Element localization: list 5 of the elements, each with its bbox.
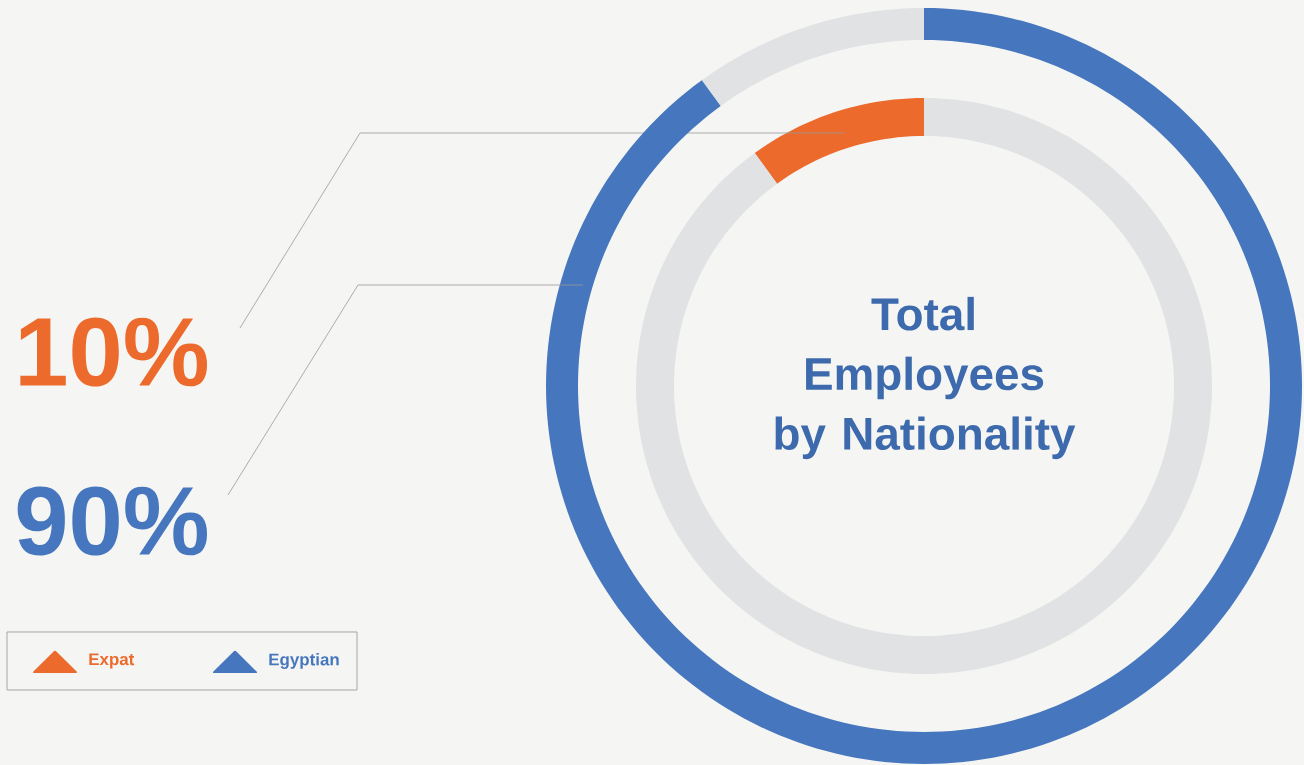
legend-label: Egyptian bbox=[269, 653, 339, 669]
legend-label: Expat bbox=[89, 653, 135, 669]
data-label: 10% bbox=[20, 317, 208, 387]
data-label: 90% bbox=[17, 486, 208, 556]
text: Total Employees by Nationality bbox=[775, 296, 1076, 460]
